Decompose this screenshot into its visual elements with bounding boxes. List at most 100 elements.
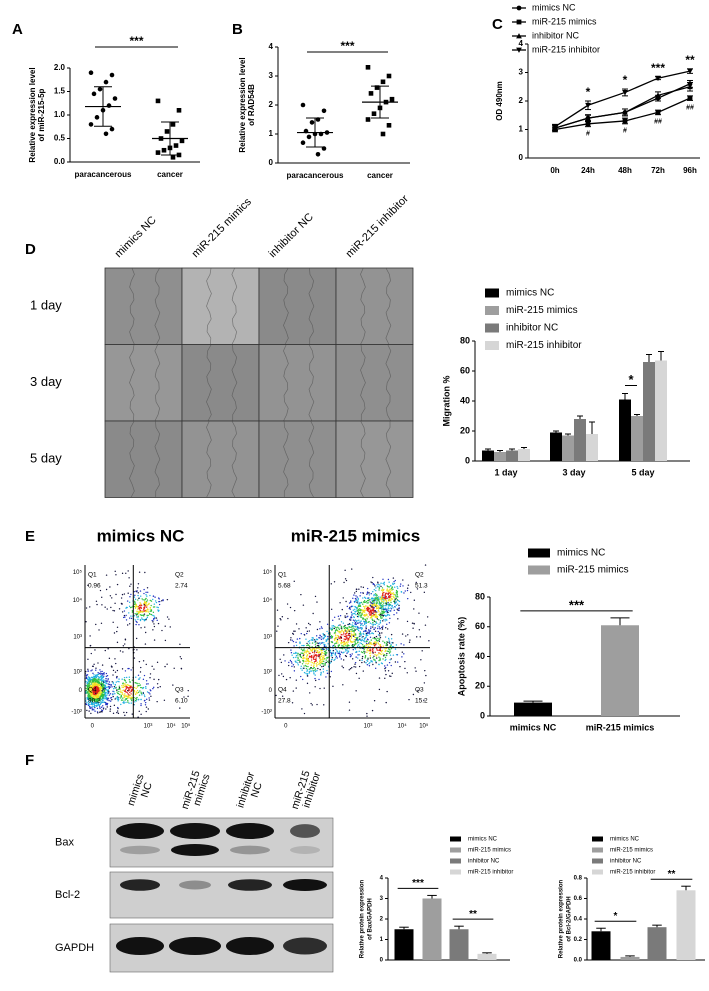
event-dot	[303, 712, 306, 715]
event-dot	[323, 634, 325, 636]
quadrant-value: 90.2	[88, 698, 101, 705]
event-dot	[116, 698, 119, 700]
event-dot	[353, 631, 355, 633]
event-dot	[319, 634, 321, 637]
event-dot	[136, 698, 138, 701]
event-dot	[145, 618, 147, 621]
event-dot	[125, 619, 128, 621]
event-dot	[387, 650, 390, 653]
event-dot	[153, 639, 156, 641]
bar	[477, 953, 497, 960]
event-dot	[382, 594, 384, 597]
event-dot	[316, 644, 319, 647]
event-dot	[368, 594, 371, 596]
event-dot	[360, 642, 363, 645]
data-point	[88, 70, 94, 75]
event-dot	[127, 699, 129, 702]
event-dot	[391, 593, 394, 595]
event-dot	[123, 676, 126, 679]
event-dot	[150, 695, 152, 698]
y-tick-label: 0	[269, 158, 274, 167]
event-dot	[144, 701, 147, 704]
event-dot	[146, 691, 149, 693]
event-dot	[393, 597, 396, 599]
event-dot	[129, 596, 131, 598]
event-dot	[321, 660, 324, 663]
event-dot	[145, 706, 148, 708]
significance-label: #	[623, 128, 627, 135]
event-dot	[362, 624, 364, 627]
event-dot	[108, 694, 111, 696]
event-dot	[153, 623, 155, 625]
event-dot	[379, 621, 382, 623]
event-dot	[125, 695, 127, 698]
event-dot	[123, 702, 126, 704]
event-dot	[136, 689, 139, 692]
event-dot	[136, 613, 139, 616]
event-dot	[390, 658, 392, 660]
event-dot	[345, 648, 347, 651]
event-dot	[349, 626, 351, 629]
event-dot	[312, 665, 315, 668]
event-dot	[377, 596, 379, 599]
event-dot	[347, 641, 350, 643]
event-dot	[368, 597, 370, 599]
event-dot	[320, 672, 322, 674]
event-dot	[314, 674, 316, 676]
event-dot	[303, 634, 306, 636]
event-dot	[94, 695, 97, 698]
event-dot	[354, 661, 357, 664]
event-dot	[308, 642, 311, 644]
event-dot	[86, 691, 88, 693]
event-dot	[378, 603, 380, 605]
event-dot	[357, 628, 359, 631]
event-dot	[315, 635, 318, 637]
event-dot	[327, 656, 329, 659]
scratch-edge	[308, 267, 315, 345]
event-dot	[355, 656, 357, 658]
event-dot	[332, 649, 335, 652]
event-dot	[344, 642, 346, 645]
event-dot	[387, 637, 390, 640]
event-dot	[97, 673, 100, 676]
event-dot	[386, 589, 388, 591]
event-dot	[91, 709, 93, 711]
event-dot	[354, 648, 357, 650]
event-dot	[123, 683, 125, 685]
event-dot	[144, 643, 147, 645]
event-dot	[134, 613, 136, 615]
event-dot	[378, 663, 380, 665]
event-dot	[379, 607, 381, 610]
quadrant-name: Q1	[278, 572, 287, 579]
event-dot	[297, 652, 299, 655]
event-dot	[410, 591, 412, 594]
event-dot	[355, 598, 357, 600]
event-dot	[325, 648, 328, 650]
event-dot	[312, 612, 314, 615]
event-dot	[144, 631, 147, 634]
legend-label: miR-215 inhibitor	[610, 870, 655, 876]
event-dot	[327, 643, 329, 645]
event-dot	[295, 654, 298, 657]
event-dot	[88, 692, 90, 695]
event-dot	[358, 654, 361, 656]
event-dot	[381, 601, 383, 603]
event-dot	[379, 636, 382, 639]
event-dot	[124, 670, 127, 672]
event-dot	[418, 612, 420, 614]
scratch-image	[258, 420, 337, 498]
event-dot	[111, 597, 113, 599]
event-dot	[303, 657, 306, 659]
event-dot	[366, 660, 369, 662]
legend-label: miR-215 mimics	[532, 16, 597, 26]
event-dot	[348, 701, 351, 703]
event-dot	[319, 637, 321, 639]
y-tick-label: 10⁴	[263, 597, 273, 604]
event-dot	[358, 650, 360, 653]
event-dot	[335, 642, 337, 645]
event-dot	[161, 600, 163, 602]
data-point	[103, 79, 109, 85]
event-dot	[129, 687, 132, 689]
event-dot	[402, 579, 404, 581]
event-dot	[301, 669, 303, 671]
